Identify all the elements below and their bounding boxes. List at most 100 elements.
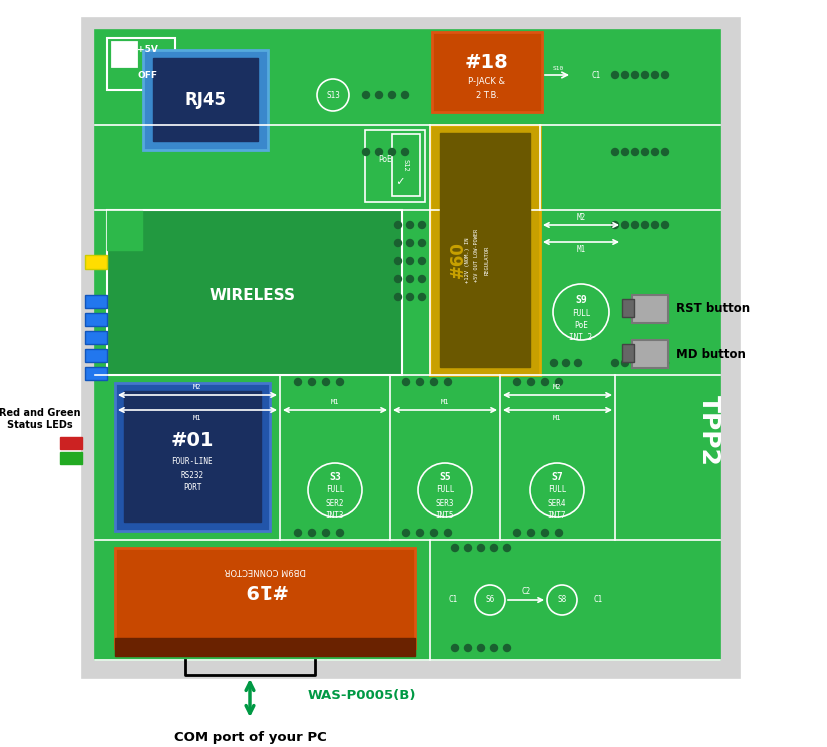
- Text: M2: M2: [193, 384, 201, 390]
- Circle shape: [452, 645, 458, 651]
- Text: 2 T.B.: 2 T.B.: [476, 91, 499, 101]
- Text: C2: C2: [521, 587, 531, 597]
- Text: S8: S8: [557, 595, 566, 604]
- Text: Status LEDs: Status LEDs: [7, 420, 73, 430]
- Text: RST button: RST button: [676, 303, 750, 315]
- Text: TPP2: TPP2: [697, 394, 721, 465]
- Circle shape: [642, 222, 648, 229]
- Circle shape: [308, 463, 362, 517]
- Circle shape: [403, 530, 409, 536]
- Circle shape: [504, 645, 510, 651]
- Circle shape: [407, 240, 414, 247]
- Circle shape: [362, 91, 370, 99]
- Circle shape: [323, 379, 329, 385]
- Circle shape: [389, 149, 395, 155]
- Text: RS232: RS232: [180, 471, 203, 480]
- Circle shape: [375, 149, 383, 155]
- Text: SER3: SER3: [436, 498, 454, 507]
- Text: S6: S6: [485, 595, 495, 604]
- Text: +5V: +5V: [136, 46, 157, 55]
- Bar: [85, 331, 107, 344]
- Bar: [440, 133, 530, 367]
- Text: #19: #19: [243, 580, 287, 600]
- Circle shape: [662, 222, 668, 229]
- Circle shape: [337, 379, 343, 385]
- Text: S9: S9: [575, 295, 587, 305]
- Circle shape: [504, 545, 510, 551]
- Bar: [115, 638, 415, 656]
- Text: M2: M2: [576, 212, 586, 222]
- Text: OFF: OFF: [137, 70, 157, 79]
- Circle shape: [308, 379, 315, 385]
- Bar: [115, 383, 270, 531]
- Bar: [432, 32, 542, 112]
- Circle shape: [417, 530, 423, 536]
- Circle shape: [662, 149, 668, 155]
- Circle shape: [556, 379, 562, 385]
- Circle shape: [418, 294, 426, 300]
- Text: FULL: FULL: [436, 486, 454, 495]
- Text: INT3: INT3: [326, 510, 344, 519]
- Bar: [95, 30, 720, 660]
- Circle shape: [477, 645, 485, 651]
- Circle shape: [642, 359, 648, 367]
- Circle shape: [652, 359, 658, 367]
- Circle shape: [490, 545, 498, 551]
- Bar: [365, 130, 425, 202]
- Circle shape: [611, 359, 619, 367]
- Circle shape: [407, 294, 414, 300]
- Bar: [430, 125, 540, 375]
- Circle shape: [317, 79, 349, 111]
- Circle shape: [401, 91, 409, 99]
- Bar: [115, 548, 415, 648]
- Bar: [124, 391, 261, 522]
- Text: C1: C1: [448, 595, 457, 604]
- Text: S10: S10: [552, 66, 564, 70]
- Bar: [622, 344, 634, 362]
- Text: RJ45: RJ45: [184, 91, 226, 109]
- Bar: [107, 210, 402, 375]
- Circle shape: [542, 530, 548, 536]
- Circle shape: [547, 585, 577, 615]
- Text: M1: M1: [331, 399, 339, 405]
- Circle shape: [394, 240, 401, 247]
- Circle shape: [642, 72, 648, 78]
- Text: M2: M2: [552, 384, 562, 390]
- Bar: [85, 255, 107, 269]
- Circle shape: [394, 258, 401, 264]
- Circle shape: [652, 222, 658, 229]
- Circle shape: [362, 149, 370, 155]
- Text: MD button: MD button: [676, 347, 746, 361]
- Text: C1: C1: [594, 595, 603, 604]
- Circle shape: [407, 258, 414, 264]
- Circle shape: [375, 91, 383, 99]
- Text: Red and Green: Red and Green: [0, 408, 81, 418]
- Circle shape: [632, 72, 638, 78]
- Circle shape: [407, 222, 414, 229]
- Text: SER2: SER2: [326, 498, 344, 507]
- Circle shape: [323, 530, 329, 536]
- Circle shape: [490, 645, 498, 651]
- Text: #18: #18: [465, 52, 509, 72]
- Text: INT7: INT7: [547, 510, 566, 519]
- Text: INT5: INT5: [436, 510, 454, 519]
- Text: M1: M1: [552, 415, 562, 421]
- Circle shape: [389, 91, 395, 99]
- Circle shape: [514, 379, 520, 385]
- Circle shape: [403, 379, 409, 385]
- Text: SER4: SER4: [547, 498, 566, 507]
- Text: PoE: PoE: [378, 155, 392, 164]
- Circle shape: [394, 222, 401, 229]
- Circle shape: [662, 359, 668, 367]
- Text: REGULATOR: REGULATOR: [485, 245, 490, 275]
- Circle shape: [642, 149, 648, 155]
- Text: FULL: FULL: [547, 486, 566, 495]
- Text: FOUR-LINE: FOUR-LINE: [171, 457, 213, 466]
- Circle shape: [418, 463, 472, 517]
- Text: +12V (NOM.) IN: +12V (NOM.) IN: [465, 238, 470, 283]
- Text: #60: #60: [449, 241, 467, 279]
- Text: S13: S13: [326, 90, 340, 99]
- Circle shape: [418, 276, 426, 282]
- Bar: [60, 437, 82, 449]
- Text: WAS-P0005(B): WAS-P0005(B): [308, 689, 417, 701]
